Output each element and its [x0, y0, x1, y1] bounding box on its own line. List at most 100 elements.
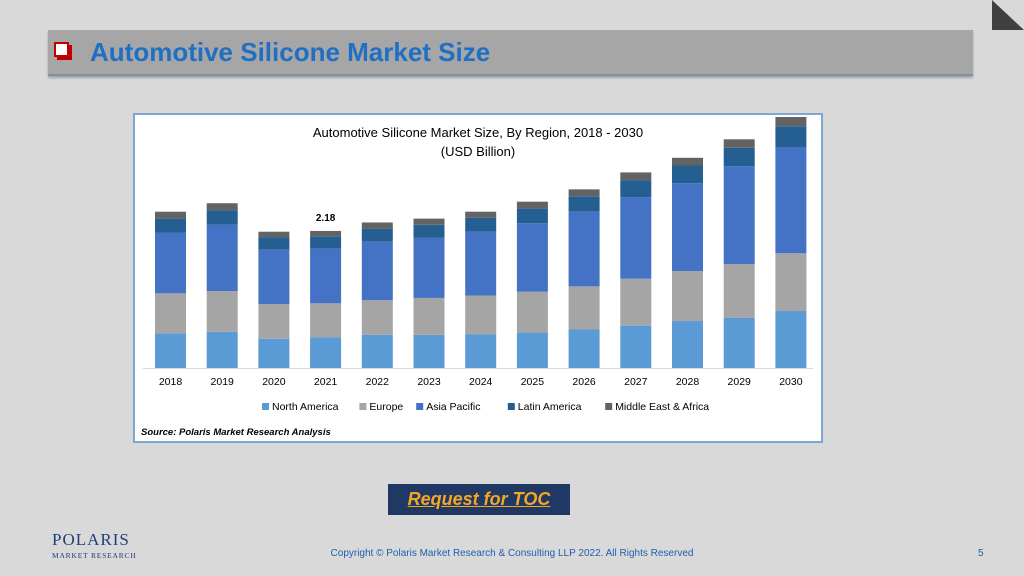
- bar-segment-2026-0: [568, 329, 600, 368]
- bar-segment-2019-4: [206, 203, 238, 211]
- bar-segment-2026-3: [568, 196, 600, 212]
- page-number: 5: [978, 548, 984, 559]
- bar-segment-2020-1: [258, 304, 290, 339]
- data-label: 2.18: [316, 213, 336, 224]
- bar-segment-2029-3: [723, 147, 755, 167]
- legend-label: Asia Pacific: [426, 401, 480, 413]
- bar-segment-2021-3: [310, 236, 342, 249]
- bar-segment-2021-0: [310, 337, 342, 368]
- x-tick-label: 2027: [624, 376, 648, 388]
- request-toc-button[interactable]: Request for TOC: [388, 484, 570, 515]
- x-tick-label: 2029: [728, 376, 752, 388]
- bar-segment-2019-3: [206, 210, 238, 225]
- bar-segment-2027-3: [620, 180, 652, 198]
- bar-segment-2023-4: [413, 218, 445, 225]
- bar-segment-2018-1: [155, 293, 186, 334]
- bar-segment-2025-4: [516, 201, 548, 209]
- bar-segment-2027-1: [620, 278, 652, 326]
- chart-container: Automotive Silicone Market Size, By Regi…: [133, 113, 823, 443]
- checkbox-bullet-icon: [54, 42, 69, 57]
- x-tick-label: 2025: [521, 376, 545, 388]
- bar-segment-2026-1: [568, 286, 600, 330]
- x-tick-label: 2020: [262, 376, 286, 388]
- bar-segment-2026-4: [568, 189, 600, 197]
- bar-segment-2021-4: [310, 230, 342, 237]
- x-tick-label: 2023: [417, 376, 441, 388]
- bar-segment-2030-4: [775, 116, 807, 127]
- bar-segment-2025-2: [516, 223, 548, 292]
- bar-segment-2022-3: [361, 228, 393, 242]
- bar-segment-2020-3: [258, 237, 290, 250]
- bar-segment-2023-1: [413, 297, 445, 335]
- bar-segment-2021-1: [310, 303, 342, 338]
- x-tick-label: 2024: [469, 376, 493, 388]
- bar-segment-2018-2: [155, 232, 186, 294]
- chart-title: Automotive Silicone Market Size, By Regi…: [313, 125, 643, 140]
- bar-segment-2025-0: [516, 332, 548, 368]
- legend-swatch-3: [507, 403, 515, 410]
- bar-segment-2029-2: [723, 166, 755, 265]
- bar-segment-2019-1: [206, 291, 238, 332]
- bar-segment-2022-2: [361, 241, 393, 301]
- x-tick-label: 2022: [366, 376, 390, 388]
- bar-segment-2022-4: [361, 222, 393, 229]
- bar-segment-2024-2: [465, 231, 497, 296]
- legend-label: Latin America: [518, 401, 582, 413]
- chart-source: Source: Polaris Market Research Analysis: [141, 427, 331, 438]
- x-tick-label: 2026: [572, 376, 596, 388]
- bar-segment-2028-2: [672, 183, 703, 271]
- bar-segment-2020-0: [258, 338, 290, 368]
- bar-segment-2023-2: [413, 237, 445, 298]
- bar-segment-2029-4: [723, 139, 755, 148]
- bar-segment-2030-0: [775, 311, 807, 368]
- legend-swatch-0: [262, 403, 269, 410]
- bar-segment-2021-2: [310, 248, 342, 304]
- bar-segment-2023-3: [413, 224, 445, 238]
- bar-segment-2028-1: [672, 270, 703, 322]
- bar-segment-2024-4: [465, 211, 497, 218]
- slide-title: Automotive Silicone Market Size: [90, 37, 491, 67]
- bar-segment-2029-0: [723, 317, 755, 368]
- bar-segment-2027-0: [620, 325, 652, 368]
- x-tick-label: 2028: [676, 376, 700, 388]
- legend-swatch-2: [416, 403, 424, 410]
- bar-segment-2026-2: [568, 211, 600, 287]
- polaris-logo: POLARIS MARKET RESEARCH: [52, 530, 137, 561]
- legend-swatch-1: [359, 403, 367, 410]
- bar-segment-2030-3: [775, 126, 807, 148]
- x-tick-label: 2018: [159, 376, 183, 388]
- x-tick-label: 2019: [211, 376, 235, 388]
- chart-subtitle: (USD Billion): [441, 144, 515, 159]
- bar-segment-2018-3: [155, 218, 186, 233]
- bar-segment-2027-4: [620, 172, 652, 181]
- title-bar: Automotive Silicone Market Size: [48, 30, 973, 76]
- bar-segment-2024-1: [465, 295, 497, 335]
- bar-segment-2020-4: [258, 231, 290, 238]
- x-tick-label: 2030: [779, 376, 803, 388]
- bar-segment-2024-0: [465, 334, 497, 368]
- x-tick-label: 2021: [314, 376, 338, 388]
- logo-main-text: POLARIS: [52, 530, 130, 549]
- bar-segment-2022-1: [361, 300, 393, 335]
- logo-sub-text: MARKET RESEARCH: [52, 551, 137, 560]
- bar-segment-2030-2: [775, 147, 807, 254]
- bar-segment-2019-2: [206, 224, 238, 291]
- legend-label: Europe: [369, 401, 403, 413]
- bar-segment-2024-3: [465, 217, 497, 232]
- bar-segment-2027-2: [620, 197, 652, 279]
- bar-segment-2022-0: [361, 334, 393, 368]
- bar-segment-2028-0: [672, 321, 703, 368]
- bar-segment-2030-1: [775, 253, 807, 312]
- bar-segment-2028-3: [672, 165, 703, 184]
- legend-swatch-4: [605, 403, 613, 410]
- bar-segment-2020-2: [258, 249, 290, 305]
- legend-label: Middle East & Africa: [615, 401, 709, 413]
- bar-segment-2028-4: [672, 157, 703, 166]
- bar-segment-2023-0: [413, 334, 445, 368]
- bar-segment-2018-4: [155, 211, 186, 219]
- bar-segment-2018-0: [155, 333, 186, 368]
- chart-svg: Automotive Silicone Market Size, By Regi…: [141, 116, 813, 438]
- bar-segment-2029-1: [723, 264, 755, 318]
- bar-segment-2025-1: [516, 291, 548, 333]
- corner-triangle-icon: [992, 0, 1024, 30]
